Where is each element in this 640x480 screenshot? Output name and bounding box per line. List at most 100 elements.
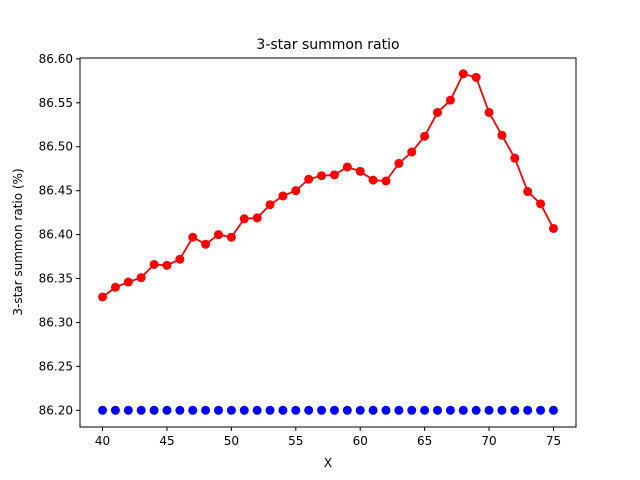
series-0-point [226,232,236,242]
y-tick-label: 86.55 [39,96,73,110]
series-1-point [252,405,262,415]
series-0 [98,69,558,302]
series-1-point [458,405,468,415]
y-tick-label: 86.35 [39,272,73,286]
series-1-point [110,405,120,415]
series-1-point [123,405,133,415]
y-tick-label: 86.50 [39,140,73,154]
series-0-point [342,162,352,172]
series-1-point [304,405,314,415]
x-tick-label: 55 [288,434,303,448]
series-0-point [98,292,108,302]
series-1-point [188,405,198,415]
y-tick-label: 86.30 [39,315,73,329]
series-0-point [239,214,249,224]
series-1-point [484,405,494,415]
series-1-point [201,405,211,415]
series-1-point [342,405,352,415]
series-0-point [523,187,533,197]
series-0-point [291,186,301,196]
series-1-point [265,405,275,415]
series-1-point [471,405,481,415]
series-1-point [523,405,533,415]
axes-frame [79,57,577,428]
series-0-point [213,230,223,240]
series-1-point [239,405,249,415]
y-axis: 86.20 86.25 86.30 86.35 86.40 86.45 86.50 86.55… [39,52,80,417]
x-tick-label: 60 [353,434,368,448]
series-1-point [355,405,365,415]
series-1-point [162,405,172,415]
series-1-point [213,405,223,415]
x-axis: 40 45 50 55 60 65 70 75 [95,427,561,448]
x-tick-label: 65 [417,434,432,448]
series-0-point [407,147,417,157]
series-0-point [252,213,262,223]
series-0-point [420,131,430,141]
series-0-point [355,166,365,176]
chart-title: 3-star summon ratio [256,37,399,53]
series-1-point [394,405,404,415]
series-0-point [278,191,288,201]
series-0-point [497,130,507,140]
y-tick-label: 86.25 [39,359,73,373]
x-axis-label: X [324,456,332,470]
y-axis-label: 3-star summon ratio (%) [11,168,25,315]
series-0-point [265,200,275,210]
series-0-point [548,223,558,233]
series-1-point [149,405,159,415]
series-0-point [317,171,327,181]
series-0-point [136,273,146,283]
x-tick-label: 70 [481,434,496,448]
series-0-point [110,282,120,292]
series-0-point [201,239,211,249]
y-tick-label: 86.20 [39,403,73,417]
series-0-point [445,95,455,105]
series-0-point [536,199,546,209]
series-0-point [381,176,391,186]
series-1-point [536,405,546,415]
series-1-point [381,405,391,415]
y-tick-label: 86.45 [39,184,73,198]
series-1-point [548,405,558,415]
series-0-point [484,107,494,117]
series-1-point [175,405,185,415]
x-tick-label: 50 [224,434,239,448]
series-0-point [368,175,378,185]
series-1-point [329,405,339,415]
series-1-point [445,405,455,415]
series-1-point [136,405,146,415]
series-0-point [329,170,339,180]
series-1-point [497,405,507,415]
x-tick-label: 75 [546,434,561,448]
series-1-point [317,405,327,415]
y-tick-label: 86.40 [39,228,73,242]
series-1-point [226,405,236,415]
series-1-point [278,405,288,415]
series-1-point [368,405,378,415]
plot-area [98,69,558,415]
series-1-point [98,405,108,415]
series-0-point [433,107,443,117]
series-0-point [175,254,185,264]
series-0-point [394,158,404,168]
series-0-point [304,174,314,184]
series-1-point [407,405,417,415]
series-0-point [458,69,468,79]
series-0-point [149,259,159,269]
y-tick-label: 86.60 [39,52,73,66]
x-tick-label: 40 [95,434,110,448]
series-1-point [420,405,430,415]
series-0-point [471,72,481,82]
series-1-point [291,405,301,415]
x-tick-label: 45 [159,434,174,448]
series-1-point [433,405,443,415]
series-0-point [162,260,172,270]
series-1 [98,405,558,415]
series-1-point [510,405,520,415]
series-0-point [510,153,520,163]
series-0-point [123,277,133,287]
series-0-point [188,232,198,242]
